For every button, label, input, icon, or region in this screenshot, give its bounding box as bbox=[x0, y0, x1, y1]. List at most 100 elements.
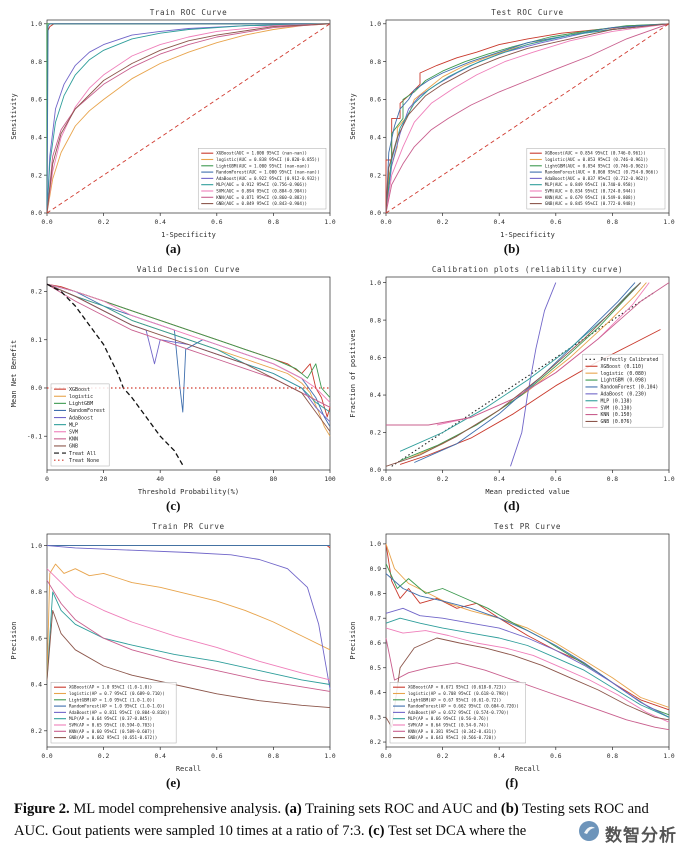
x-tick-label: 0.4 bbox=[155, 753, 167, 760]
legend-entry-label: LightGBM bbox=[69, 401, 93, 407]
series-knn bbox=[46, 23, 331, 214]
panel-a: 0.0 0.2 0.4 0.6 0.8 1.0 0.0 0.2 0.4 0.6 0.8 1.0 Trai… bbox=[6, 4, 341, 257]
series-gnb bbox=[385, 637, 669, 728]
series-svm bbox=[385, 627, 669, 723]
series-reference-diagonal bbox=[46, 23, 331, 214]
legend-entry-label: MLP(AP = 0.66 95%CI (0.56-0.76)) bbox=[408, 716, 489, 721]
panel-label-f: (f) bbox=[505, 775, 519, 790]
figure-grid: 0.0 0.2 0.4 0.6 0.8 1.0 0.0 0.2 0.4 0.6 0.8 1.0 Trai… bbox=[6, 4, 680, 791]
legend-entry-label: SVM(AP = 0.65 95%CI (0.594-0.703)) bbox=[69, 722, 155, 727]
legend-entry-label: XGBoost(AP = 1.0 95%CI (1.0-1.0)) bbox=[69, 685, 152, 690]
y-tick-label: 0.1 bbox=[31, 337, 43, 344]
legend-entry-label: MLP bbox=[69, 422, 78, 428]
panel-label-a: (a) bbox=[165, 241, 181, 256]
series-mlp bbox=[399, 282, 641, 452]
y-axis-label: Fraction of positives bbox=[349, 329, 357, 418]
legend-entry-label: KNN bbox=[69, 437, 78, 443]
caption-bold-segment: (a) bbox=[284, 801, 302, 817]
legend-entry-label: AdaBoost(AP = 0.672 95%CI (0.574-0.770)) bbox=[408, 710, 509, 715]
x-tick-label: 1.0 bbox=[663, 753, 675, 760]
panel-label-d: (d) bbox=[503, 498, 520, 513]
series-gnb bbox=[46, 23, 331, 214]
series-gnb bbox=[385, 282, 641, 467]
series-lightgbm bbox=[399, 282, 641, 462]
panel-label-c: (c) bbox=[166, 498, 181, 513]
series-knn bbox=[385, 637, 669, 731]
x-axis-label: Mean predicted value bbox=[485, 488, 569, 496]
x-tick-label: 0.6 bbox=[211, 219, 223, 226]
legend-entry-label: Perfectly Calibrated bbox=[600, 357, 658, 363]
legend-entry-label: AdaBoost bbox=[69, 415, 93, 421]
y-axis-label: Sensitivity bbox=[349, 93, 357, 139]
train-roc-chart: 0.0 0.2 0.4 0.6 0.8 1.0 0.0 0.2 0.4 0.6 0.8 1.0 Trai… bbox=[10, 8, 336, 239]
calibration-chart: 0.0 0.2 0.4 0.6 0.8 1.0 0.0 0.2 0.4 0.6 0.8 1.0 Cali… bbox=[349, 265, 675, 496]
x-axis-label: 1-Specificity bbox=[161, 231, 216, 239]
chart-title: Train ROC Curve bbox=[150, 8, 228, 17]
x-tick-label: 0.4 bbox=[155, 219, 167, 226]
y-tick-label: 0.0 bbox=[369, 210, 381, 217]
watermark: 数智分析 bbox=[574, 818, 681, 849]
legend-entry-label: RandomForest(AP = 1.0 95%CI (1.0-1.0)) bbox=[69, 704, 165, 709]
legend-entry-label: LightGBM (0.098) bbox=[600, 378, 646, 384]
x-tick-label: 0.0 bbox=[42, 753, 54, 760]
legend-entry-label: AdaBoost(AP = 0.811 95%CI (0.804-0.818)) bbox=[69, 710, 170, 715]
legend-entry-label: Treat All bbox=[69, 451, 96, 457]
x-tick-label: 0.2 bbox=[437, 219, 449, 226]
chart-legend: XGBoostlogisticLightGBMRandomForestAdaBo… bbox=[51, 383, 110, 467]
y-tick-label: 0.2 bbox=[369, 739, 381, 746]
series-svm bbox=[46, 568, 331, 681]
x-axis-label: 1-Specificity bbox=[500, 231, 555, 239]
legend-entry-label: SVM (0.130) bbox=[600, 405, 632, 411]
y-tick-label: 0.8 bbox=[369, 317, 381, 324]
chart-title: Test PR Curve bbox=[494, 522, 561, 531]
x-tick-label: 1.0 bbox=[663, 476, 675, 483]
plot-frame bbox=[385, 276, 670, 471]
legend-entry-label: AdaBoost(AUC = 0.922 95%CI (0.912-0.932)… bbox=[216, 176, 319, 181]
watermark-logo-icon bbox=[578, 820, 600, 847]
y-tick-label: 0.9 bbox=[369, 566, 381, 573]
legend-entry-label: Treat None bbox=[69, 458, 99, 464]
series-knn bbox=[385, 23, 669, 214]
y-tick-label: 0.8 bbox=[31, 589, 43, 596]
series-logistic bbox=[46, 23, 331, 214]
y-tick-label: 0.8 bbox=[31, 59, 43, 66]
plot-frame bbox=[385, 19, 670, 214]
chart-title: Valid Decision Curve bbox=[137, 265, 240, 274]
panel-f: 0.0 0.2 0.4 0.6 0.8 1.0 0.2 0.3 0.4 0.5 0.6 0.7 0.8 0… bbox=[345, 518, 680, 791]
y-tick-label: 1.0 bbox=[369, 541, 381, 548]
chart-legend: XGBoost(AUC = 1.000 95%CI (nan-nan))logi… bbox=[198, 148, 327, 210]
legend-entry-label: MLP(AUC = 0.849 95%CI (0.740-0.958)) bbox=[545, 182, 636, 187]
y-axis-label: Sensitivity bbox=[10, 93, 18, 139]
caption-bold-segment: (b) bbox=[500, 801, 519, 817]
caption-bold-segment: Figure 2. bbox=[14, 801, 70, 817]
legend-entry-label: GNB(AP = 0.643 95%CI (0.566-0.720)) bbox=[408, 735, 496, 740]
y-tick-label: 0.2 bbox=[31, 172, 43, 179]
caption-text-segment: Testing sets ROC and AUC. Gout patients … bbox=[14, 801, 649, 839]
series-adaboost bbox=[47, 545, 331, 690]
x-tick-label: 0.2 bbox=[437, 476, 449, 483]
chart-title: Train PR Curve bbox=[153, 522, 225, 531]
legend-entry-label: XGBoost(AP = 0.671 95%CI (0.618-0.723)) bbox=[408, 685, 506, 690]
legend-entry-label: KNN(AUC = 0.871 95%CI (0.860-0.883)) bbox=[216, 195, 307, 200]
y-tick-label: 1.0 bbox=[369, 280, 381, 287]
chart-title: Calibration plots (reliability curve) bbox=[432, 265, 623, 274]
series-gnb bbox=[46, 609, 331, 709]
watermark-text: 数智分析 bbox=[605, 826, 677, 846]
series-svm bbox=[46, 23, 331, 214]
test-pr-chart: 0.0 0.2 0.4 0.6 0.8 1.0 0.2 0.3 0.4 0.5 0.6 0.7 0.8 0… bbox=[349, 522, 675, 773]
series-adaboost bbox=[509, 282, 556, 467]
plot-frame bbox=[46, 533, 331, 748]
y-tick-label: 0.2 bbox=[31, 289, 43, 296]
y-tick-label: 0.4 bbox=[369, 135, 381, 142]
x-tick-label: 60 bbox=[213, 476, 221, 483]
series-svm bbox=[385, 23, 669, 214]
series-knn bbox=[46, 580, 331, 692]
x-tick-label: 20 bbox=[100, 476, 108, 483]
decision-curve-chart: 0 20 40 60 80 100 -0.1 0.0 0.1 0.2 Valid Decision … bbox=[10, 265, 336, 496]
y-tick-label: 0.6 bbox=[31, 97, 43, 104]
legend-entry-label: GNB(AP = 0.662 95%CI (0.651-0.672)) bbox=[69, 735, 157, 740]
caption-bold-segment: (c) bbox=[368, 822, 385, 839]
legend-entry-label: GNB (0.076) bbox=[600, 419, 632, 425]
legend-entry-label: KNN(AP = 0.60 95%CI (0.589-0.607)) bbox=[69, 729, 155, 734]
panel-d: 0.0 0.2 0.4 0.6 0.8 1.0 0.0 0.2 0.4 0.6 0.8 1.0 Cali… bbox=[345, 261, 680, 514]
